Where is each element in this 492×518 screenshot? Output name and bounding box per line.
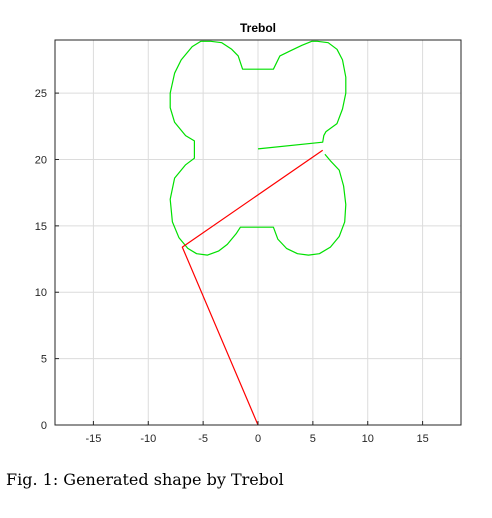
x-tick-label: 0	[255, 433, 261, 445]
y-tick-label: 0	[41, 420, 47, 432]
figure-caption: Fig. 1: Generated shape by Trebol	[6, 470, 284, 489]
x-tick-label: -5	[198, 433, 208, 445]
x-tick-label: 10	[362, 433, 374, 445]
y-tick-label: 25	[35, 88, 47, 100]
red-arm-line	[181, 149, 324, 426]
y-tick-label: 15	[35, 221, 47, 233]
grid	[55, 40, 461, 426]
chart-title: Trebol	[240, 21, 276, 35]
x-tick-label: -15	[85, 433, 101, 445]
y-tick-label: 20	[35, 154, 47, 166]
y-tick-label: 5	[41, 354, 47, 366]
trebol-chart: -15 -10 -5 0 5 10 15 0 5 10 15 20 25 Trebol	[35, 21, 462, 445]
y-tick-label: 10	[35, 287, 47, 299]
plot-lines	[169, 40, 347, 426]
tick-labels: -15 -10 -5 0 5 10 15 0 5 10 15 20 25	[35, 88, 429, 445]
x-tick-label: -10	[140, 433, 156, 445]
trebol-outline-line	[169, 40, 347, 256]
x-tick-label: 15	[416, 433, 428, 445]
x-tick-label: 5	[310, 433, 316, 445]
